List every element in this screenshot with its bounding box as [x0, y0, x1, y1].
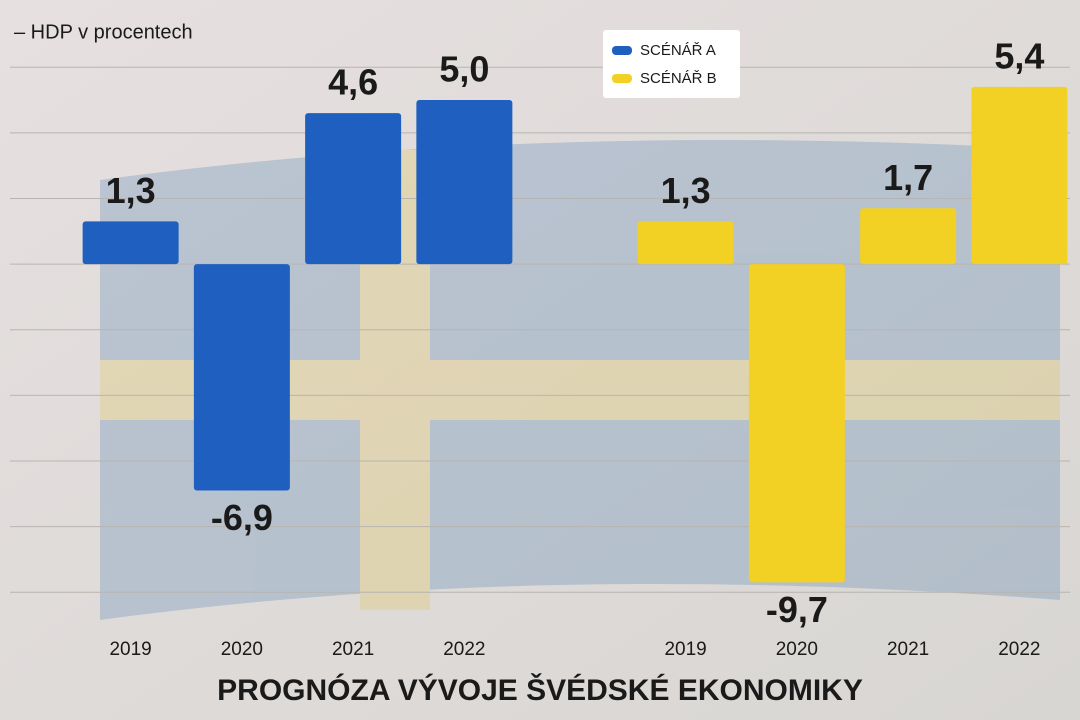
bar	[193, 264, 290, 491]
bar	[416, 100, 513, 265]
value-label: 1,3	[106, 170, 156, 211]
x-tick-label: 2022	[998, 639, 1040, 660]
x-tick-label: 2021	[332, 639, 374, 660]
x-tick-label: 2019	[109, 639, 151, 660]
x-tick-label: 2022	[443, 639, 485, 660]
bar	[82, 221, 179, 265]
value-label: -9,7	[766, 589, 828, 630]
bar	[748, 264, 845, 583]
x-tick-label: 2019	[664, 639, 706, 660]
bar	[637, 221, 734, 265]
value-label: 1,7	[883, 157, 933, 198]
value-label: 4,6	[328, 62, 378, 103]
legend-swatch	[612, 46, 632, 55]
value-label: -6,9	[211, 497, 273, 538]
x-tick-label: 2021	[887, 639, 929, 660]
bar	[860, 208, 957, 265]
value-label: 5,4	[994, 35, 1044, 76]
legend: SCÉNÁŘ A SCÉNÁŘ B	[603, 30, 740, 98]
bar	[971, 86, 1068, 265]
legend-label: SCÉNÁŘ B	[640, 70, 717, 87]
legend-swatch	[612, 74, 632, 83]
legend-label: SCÉNÁŘ A	[640, 42, 716, 59]
value-label: 1,3	[661, 170, 711, 211]
chart-title: PROGNÓZA VÝVOJE ŠVÉDSKÉ EKONOMIKY	[217, 673, 863, 707]
bar	[305, 113, 402, 265]
x-tick-label: 2020	[221, 639, 263, 660]
y-axis-label: – HDP v procentech	[14, 21, 193, 43]
x-tick-label: 2020	[776, 639, 818, 660]
value-label: 5,0	[439, 49, 489, 90]
legend-box	[603, 30, 740, 98]
